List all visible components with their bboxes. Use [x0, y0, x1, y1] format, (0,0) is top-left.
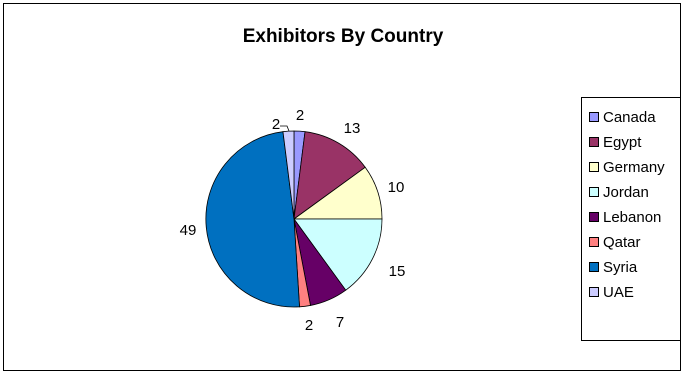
label-leader-line [280, 125, 290, 132]
legend-item-jordan: Jordan [589, 182, 649, 202]
legend-item-lebanon: Lebanon [589, 207, 661, 227]
data-label-syria: 49 [180, 222, 197, 239]
legend-label: Jordan [603, 183, 649, 201]
legend-label: Lebanon [603, 208, 662, 226]
pie-slice-uae [282, 130, 295, 220]
legend-label: Qatar [603, 233, 641, 251]
legend-swatch [589, 187, 599, 197]
data-label-canada: 2 [296, 107, 304, 124]
legend-item-qatar: Qatar [589, 232, 641, 252]
legend: Canada Egypt Germany Jordan Lebanon Qatar Syri… [581, 97, 681, 341]
legend-item-egypt: Egypt [589, 132, 641, 152]
data-label-uae: 2 [272, 116, 280, 133]
chart-title: Exhibitors By Country [242, 26, 444, 47]
pie-slice-egypt [293, 131, 366, 220]
legend-swatch [589, 112, 599, 122]
data-label-egypt: 13 [344, 120, 361, 137]
legend-item-canada: Canada [589, 107, 656, 127]
data-label-lebanon: 7 [336, 314, 344, 331]
legend-label: UAE [603, 283, 634, 301]
legend-label: Canada [603, 108, 656, 126]
legend-swatch [589, 262, 599, 272]
legend-item-uae: UAE [589, 282, 634, 302]
data-label-qatar: 2 [305, 317, 313, 334]
legend-label: Syria [603, 258, 638, 276]
legend-swatch [589, 162, 599, 172]
data-label-jordan: 15 [389, 263, 406, 280]
legend-swatch [589, 137, 599, 147]
legend-label: Egypt [603, 133, 642, 151]
pie-slice-jordan [293, 218, 383, 291]
legend-item-germany: Germany [589, 157, 665, 177]
pie-slice-syria [205, 131, 300, 308]
legend-swatch [589, 287, 599, 297]
legend-swatch [589, 212, 599, 222]
data-label-germany: 10 [388, 179, 405, 196]
legend-label: Germany [603, 158, 665, 176]
legend-swatch [589, 237, 599, 247]
legend-item-syria: Syria [589, 257, 637, 277]
